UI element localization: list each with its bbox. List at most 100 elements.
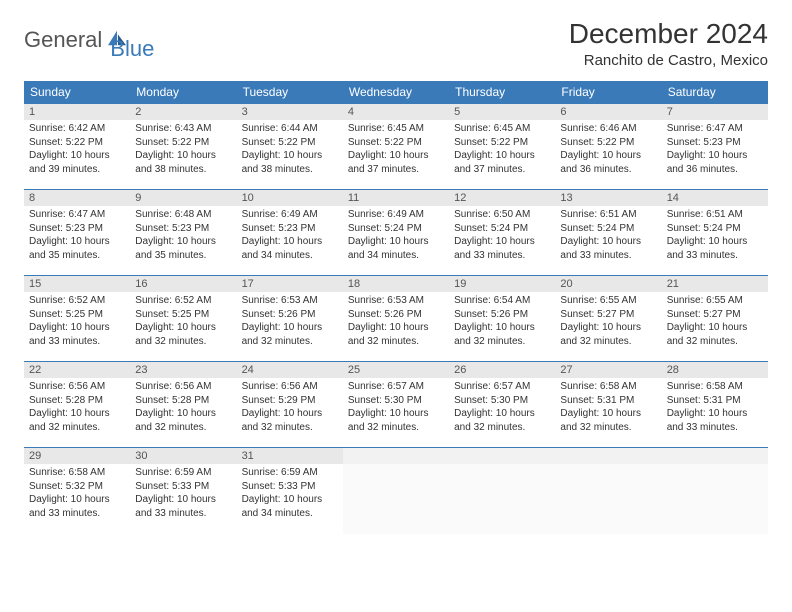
daylight-line: Daylight: 10 hours and 32 minutes. — [348, 321, 444, 348]
daylight-line: Daylight: 10 hours and 32 minutes. — [667, 321, 763, 348]
day-body: Sunrise: 6:45 AMSunset: 5:22 PMDaylight:… — [343, 120, 449, 180]
sunrise-line: Sunrise: 6:43 AM — [135, 122, 231, 136]
calendar-row: 1Sunrise: 6:42 AMSunset: 5:22 PMDaylight… — [24, 104, 768, 190]
day-body: Sunrise: 6:56 AMSunset: 5:28 PMDaylight:… — [24, 378, 130, 438]
daylight-line: Daylight: 10 hours and 32 minutes. — [348, 407, 444, 434]
daylight-line: Daylight: 10 hours and 33 minutes. — [560, 235, 656, 262]
sunrise-line: Sunrise: 6:59 AM — [242, 466, 338, 480]
day-number: 8 — [24, 190, 130, 206]
calendar-cell: 3Sunrise: 6:44 AMSunset: 5:22 PMDaylight… — [237, 104, 343, 190]
sunrise-line: Sunrise: 6:53 AM — [348, 294, 444, 308]
daylight-line: Daylight: 10 hours and 33 minutes. — [29, 493, 125, 520]
sunset-line: Sunset: 5:22 PM — [348, 136, 444, 150]
sunrise-line: Sunrise: 6:45 AM — [454, 122, 550, 136]
calendar-row: 15Sunrise: 6:52 AMSunset: 5:25 PMDayligh… — [24, 276, 768, 362]
sunset-line: Sunset: 5:22 PM — [29, 136, 125, 150]
daylight-line: Daylight: 10 hours and 33 minutes. — [667, 235, 763, 262]
daylight-line: Daylight: 10 hours and 37 minutes. — [454, 149, 550, 176]
daylight-line: Daylight: 10 hours and 32 minutes. — [242, 321, 338, 348]
sunset-line: Sunset: 5:26 PM — [454, 308, 550, 322]
calendar-cell-empty — [662, 448, 768, 534]
sunrise-line: Sunrise: 6:52 AM — [135, 294, 231, 308]
weekday-header: Sunday — [24, 81, 130, 104]
day-number-empty — [662, 448, 768, 464]
logo-text-2: Blue — [110, 36, 154, 62]
header: General Blue December 2024 Ranchito de C… — [24, 18, 768, 69]
day-body: Sunrise: 6:42 AMSunset: 5:22 PMDaylight:… — [24, 120, 130, 180]
daylight-line: Daylight: 10 hours and 35 minutes. — [29, 235, 125, 262]
daylight-line: Daylight: 10 hours and 33 minutes. — [29, 321, 125, 348]
day-body: Sunrise: 6:46 AMSunset: 5:22 PMDaylight:… — [555, 120, 661, 180]
day-body: Sunrise: 6:44 AMSunset: 5:22 PMDaylight:… — [237, 120, 343, 180]
sunset-line: Sunset: 5:27 PM — [667, 308, 763, 322]
daylight-line: Daylight: 10 hours and 37 minutes. — [348, 149, 444, 176]
day-number: 27 — [555, 362, 661, 378]
calendar-table: SundayMondayTuesdayWednesdayThursdayFrid… — [24, 81, 768, 534]
day-number: 20 — [555, 276, 661, 292]
calendar-cell: 31Sunrise: 6:59 AMSunset: 5:33 PMDayligh… — [237, 448, 343, 534]
day-number: 30 — [130, 448, 236, 464]
calendar-cell: 30Sunrise: 6:59 AMSunset: 5:33 PMDayligh… — [130, 448, 236, 534]
sunrise-line: Sunrise: 6:56 AM — [242, 380, 338, 394]
calendar-cell: 20Sunrise: 6:55 AMSunset: 5:27 PMDayligh… — [555, 276, 661, 362]
calendar-cell: 24Sunrise: 6:56 AMSunset: 5:29 PMDayligh… — [237, 362, 343, 448]
day-number: 31 — [237, 448, 343, 464]
sunset-line: Sunset: 5:24 PM — [348, 222, 444, 236]
calendar-cell: 15Sunrise: 6:52 AMSunset: 5:25 PMDayligh… — [24, 276, 130, 362]
sunset-line: Sunset: 5:32 PM — [29, 480, 125, 494]
sunset-line: Sunset: 5:25 PM — [135, 308, 231, 322]
daylight-line: Daylight: 10 hours and 36 minutes. — [667, 149, 763, 176]
day-number: 12 — [449, 190, 555, 206]
day-body: Sunrise: 6:47 AMSunset: 5:23 PMDaylight:… — [662, 120, 768, 180]
sunrise-line: Sunrise: 6:58 AM — [560, 380, 656, 394]
daylight-line: Daylight: 10 hours and 33 minutes. — [135, 493, 231, 520]
day-body: Sunrise: 6:53 AMSunset: 5:26 PMDaylight:… — [237, 292, 343, 352]
calendar-cell: 23Sunrise: 6:56 AMSunset: 5:28 PMDayligh… — [130, 362, 236, 448]
calendar-cell-empty — [343, 448, 449, 534]
calendar-cell: 17Sunrise: 6:53 AMSunset: 5:26 PMDayligh… — [237, 276, 343, 362]
daylight-line: Daylight: 10 hours and 38 minutes. — [242, 149, 338, 176]
day-body: Sunrise: 6:54 AMSunset: 5:26 PMDaylight:… — [449, 292, 555, 352]
calendar-cell: 2Sunrise: 6:43 AMSunset: 5:22 PMDaylight… — [130, 104, 236, 190]
day-body: Sunrise: 6:59 AMSunset: 5:33 PMDaylight:… — [130, 464, 236, 524]
month-title: December 2024 — [569, 18, 768, 50]
day-number-empty — [555, 448, 661, 464]
calendar-cell: 11Sunrise: 6:49 AMSunset: 5:24 PMDayligh… — [343, 190, 449, 276]
daylight-line: Daylight: 10 hours and 34 minutes. — [242, 235, 338, 262]
day-number: 1 — [24, 104, 130, 120]
calendar-cell: 5Sunrise: 6:45 AMSunset: 5:22 PMDaylight… — [449, 104, 555, 190]
calendar-cell: 28Sunrise: 6:58 AMSunset: 5:31 PMDayligh… — [662, 362, 768, 448]
sunrise-line: Sunrise: 6:55 AM — [560, 294, 656, 308]
day-number: 19 — [449, 276, 555, 292]
sunrise-line: Sunrise: 6:51 AM — [667, 208, 763, 222]
sunset-line: Sunset: 5:30 PM — [454, 394, 550, 408]
day-number: 29 — [24, 448, 130, 464]
day-body: Sunrise: 6:56 AMSunset: 5:28 PMDaylight:… — [130, 378, 236, 438]
sunrise-line: Sunrise: 6:59 AM — [135, 466, 231, 480]
sunrise-line: Sunrise: 6:55 AM — [667, 294, 763, 308]
calendar-cell: 13Sunrise: 6:51 AMSunset: 5:24 PMDayligh… — [555, 190, 661, 276]
day-body: Sunrise: 6:45 AMSunset: 5:22 PMDaylight:… — [449, 120, 555, 180]
weekday-header: Wednesday — [343, 81, 449, 104]
day-body: Sunrise: 6:55 AMSunset: 5:27 PMDaylight:… — [662, 292, 768, 352]
sunrise-line: Sunrise: 6:50 AM — [454, 208, 550, 222]
daylight-line: Daylight: 10 hours and 34 minutes. — [348, 235, 444, 262]
daylight-line: Daylight: 10 hours and 35 minutes. — [135, 235, 231, 262]
calendar-cell: 1Sunrise: 6:42 AMSunset: 5:22 PMDaylight… — [24, 104, 130, 190]
sunrise-line: Sunrise: 6:49 AM — [242, 208, 338, 222]
location: Ranchito de Castro, Mexico — [569, 52, 768, 69]
day-number: 25 — [343, 362, 449, 378]
sunrise-line: Sunrise: 6:51 AM — [560, 208, 656, 222]
daylight-line: Daylight: 10 hours and 32 minutes. — [135, 407, 231, 434]
daylight-line: Daylight: 10 hours and 32 minutes. — [454, 321, 550, 348]
day-number: 23 — [130, 362, 236, 378]
calendar-cell: 18Sunrise: 6:53 AMSunset: 5:26 PMDayligh… — [343, 276, 449, 362]
calendar-body: 1Sunrise: 6:42 AMSunset: 5:22 PMDaylight… — [24, 104, 768, 534]
sunrise-line: Sunrise: 6:48 AM — [135, 208, 231, 222]
daylight-line: Daylight: 10 hours and 38 minutes. — [135, 149, 231, 176]
sunset-line: Sunset: 5:28 PM — [135, 394, 231, 408]
calendar-cell-empty — [449, 448, 555, 534]
calendar-cell: 27Sunrise: 6:58 AMSunset: 5:31 PMDayligh… — [555, 362, 661, 448]
sunrise-line: Sunrise: 6:47 AM — [29, 208, 125, 222]
logo: General Blue — [24, 18, 154, 62]
